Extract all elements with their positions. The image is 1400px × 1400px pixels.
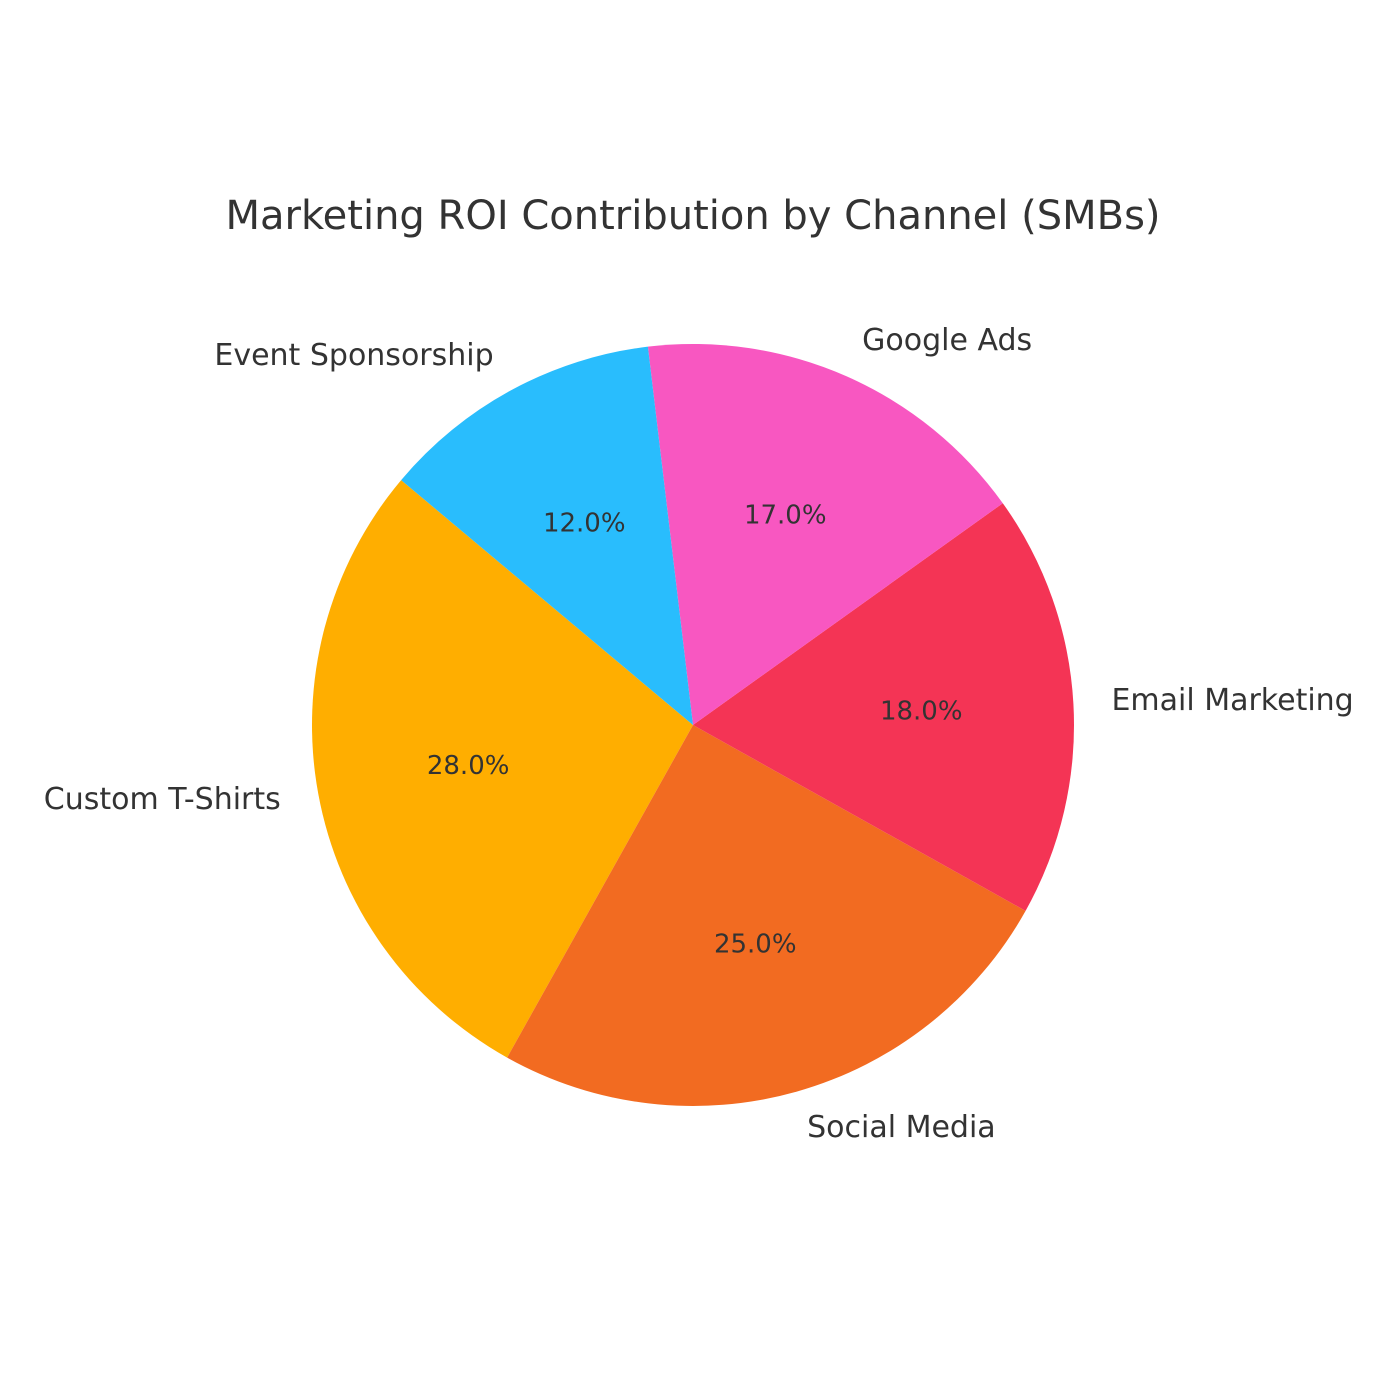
slice-label: Event Sponsorship [214,338,493,373]
slice-label: Google Ads [862,323,1032,358]
pie-slice [401,346,693,725]
pie-slice [647,344,1003,725]
chart-title: Marketing ROI Contribution by Channel (S… [225,193,1160,239]
percent-label: 28.0% [427,751,510,781]
pie-slice [311,480,693,1058]
percent-label: 18.0% [880,697,963,727]
pie-slice [507,725,1026,1106]
slice-label: Email Marketing [1111,683,1353,718]
percent-label: 12.0% [543,508,626,538]
percent-label: 17.0% [744,500,827,530]
slice-label: Custom T-Shirts [44,782,281,817]
slice-label: Social Media [807,1110,996,1145]
percent-label: 25.0% [714,929,797,959]
pie-slice [693,503,1074,911]
